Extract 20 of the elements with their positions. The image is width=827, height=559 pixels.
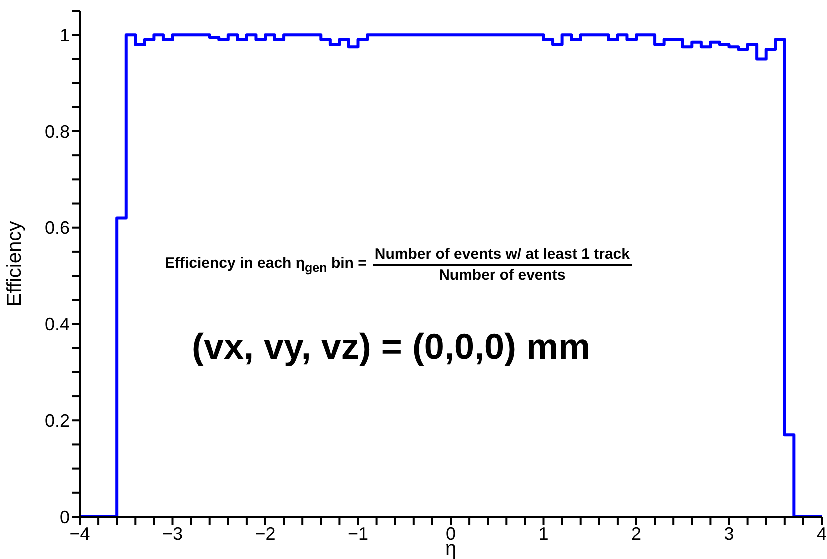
y-tick-label: 1	[60, 25, 70, 46]
x-tick-label: 3	[724, 524, 734, 544]
annotation: Number of events w/ at least 1 track	[374, 246, 630, 263]
x-tick-label: 4	[816, 524, 827, 544]
x-tick-label: 0	[446, 524, 456, 544]
x-tick-label: −2	[255, 524, 276, 544]
annotation: Number of events	[439, 267, 566, 284]
x-tick-label: 2	[631, 524, 642, 544]
annotation: Efficiency in each η$_{gen}$ bin =	[165, 255, 367, 275]
y-tick-label: 0	[60, 507, 70, 528]
y-tick-label: 0.2	[44, 411, 70, 432]
y-tick-label: 0.4	[44, 314, 70, 335]
x-tick-label: −3	[162, 524, 184, 544]
x-tick-label: 1	[538, 524, 549, 544]
y-tick-label: 0.8	[44, 122, 70, 142]
y-tick-label: 0.6	[44, 218, 70, 238]
annotation: (vx, vy, vz) = (0,0,0) mm	[192, 326, 591, 367]
x-tick-label: −1	[348, 524, 369, 544]
x-tick-label: −4	[70, 524, 90, 544]
y-axis-title: Efficiency	[4, 221, 26, 307]
